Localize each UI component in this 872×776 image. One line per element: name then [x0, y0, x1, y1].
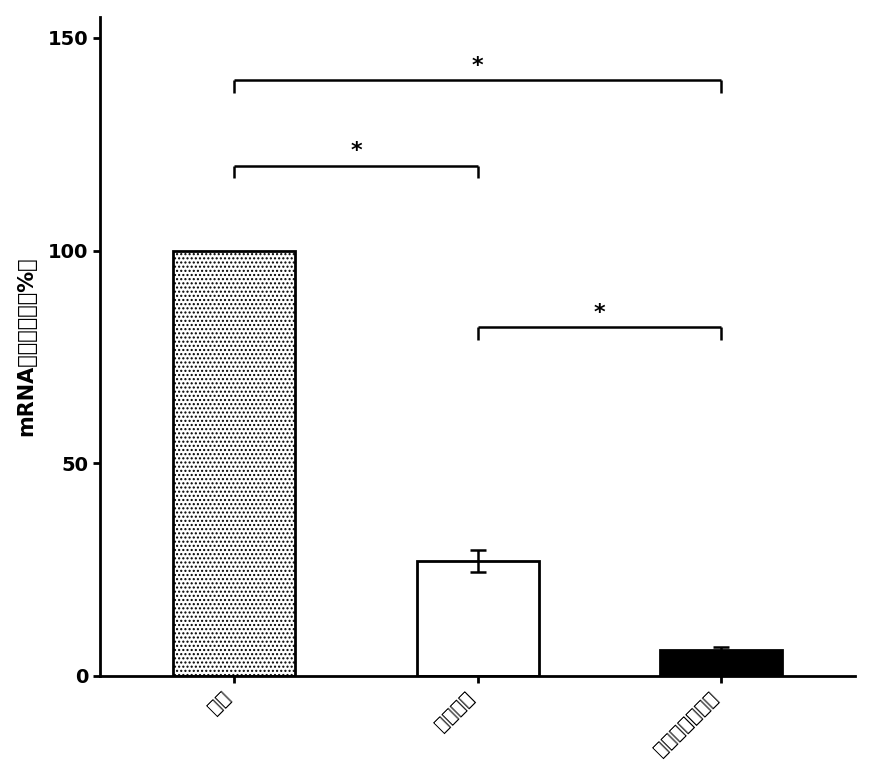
- Bar: [417, 561, 539, 676]
- Bar: [660, 650, 782, 676]
- Bar: [174, 251, 295, 676]
- Text: *: *: [594, 303, 605, 323]
- Y-axis label: mRNA相对表达量（%）: mRNA相对表达量（%）: [17, 257, 37, 436]
- Text: *: *: [472, 56, 484, 76]
- Text: *: *: [351, 141, 362, 161]
